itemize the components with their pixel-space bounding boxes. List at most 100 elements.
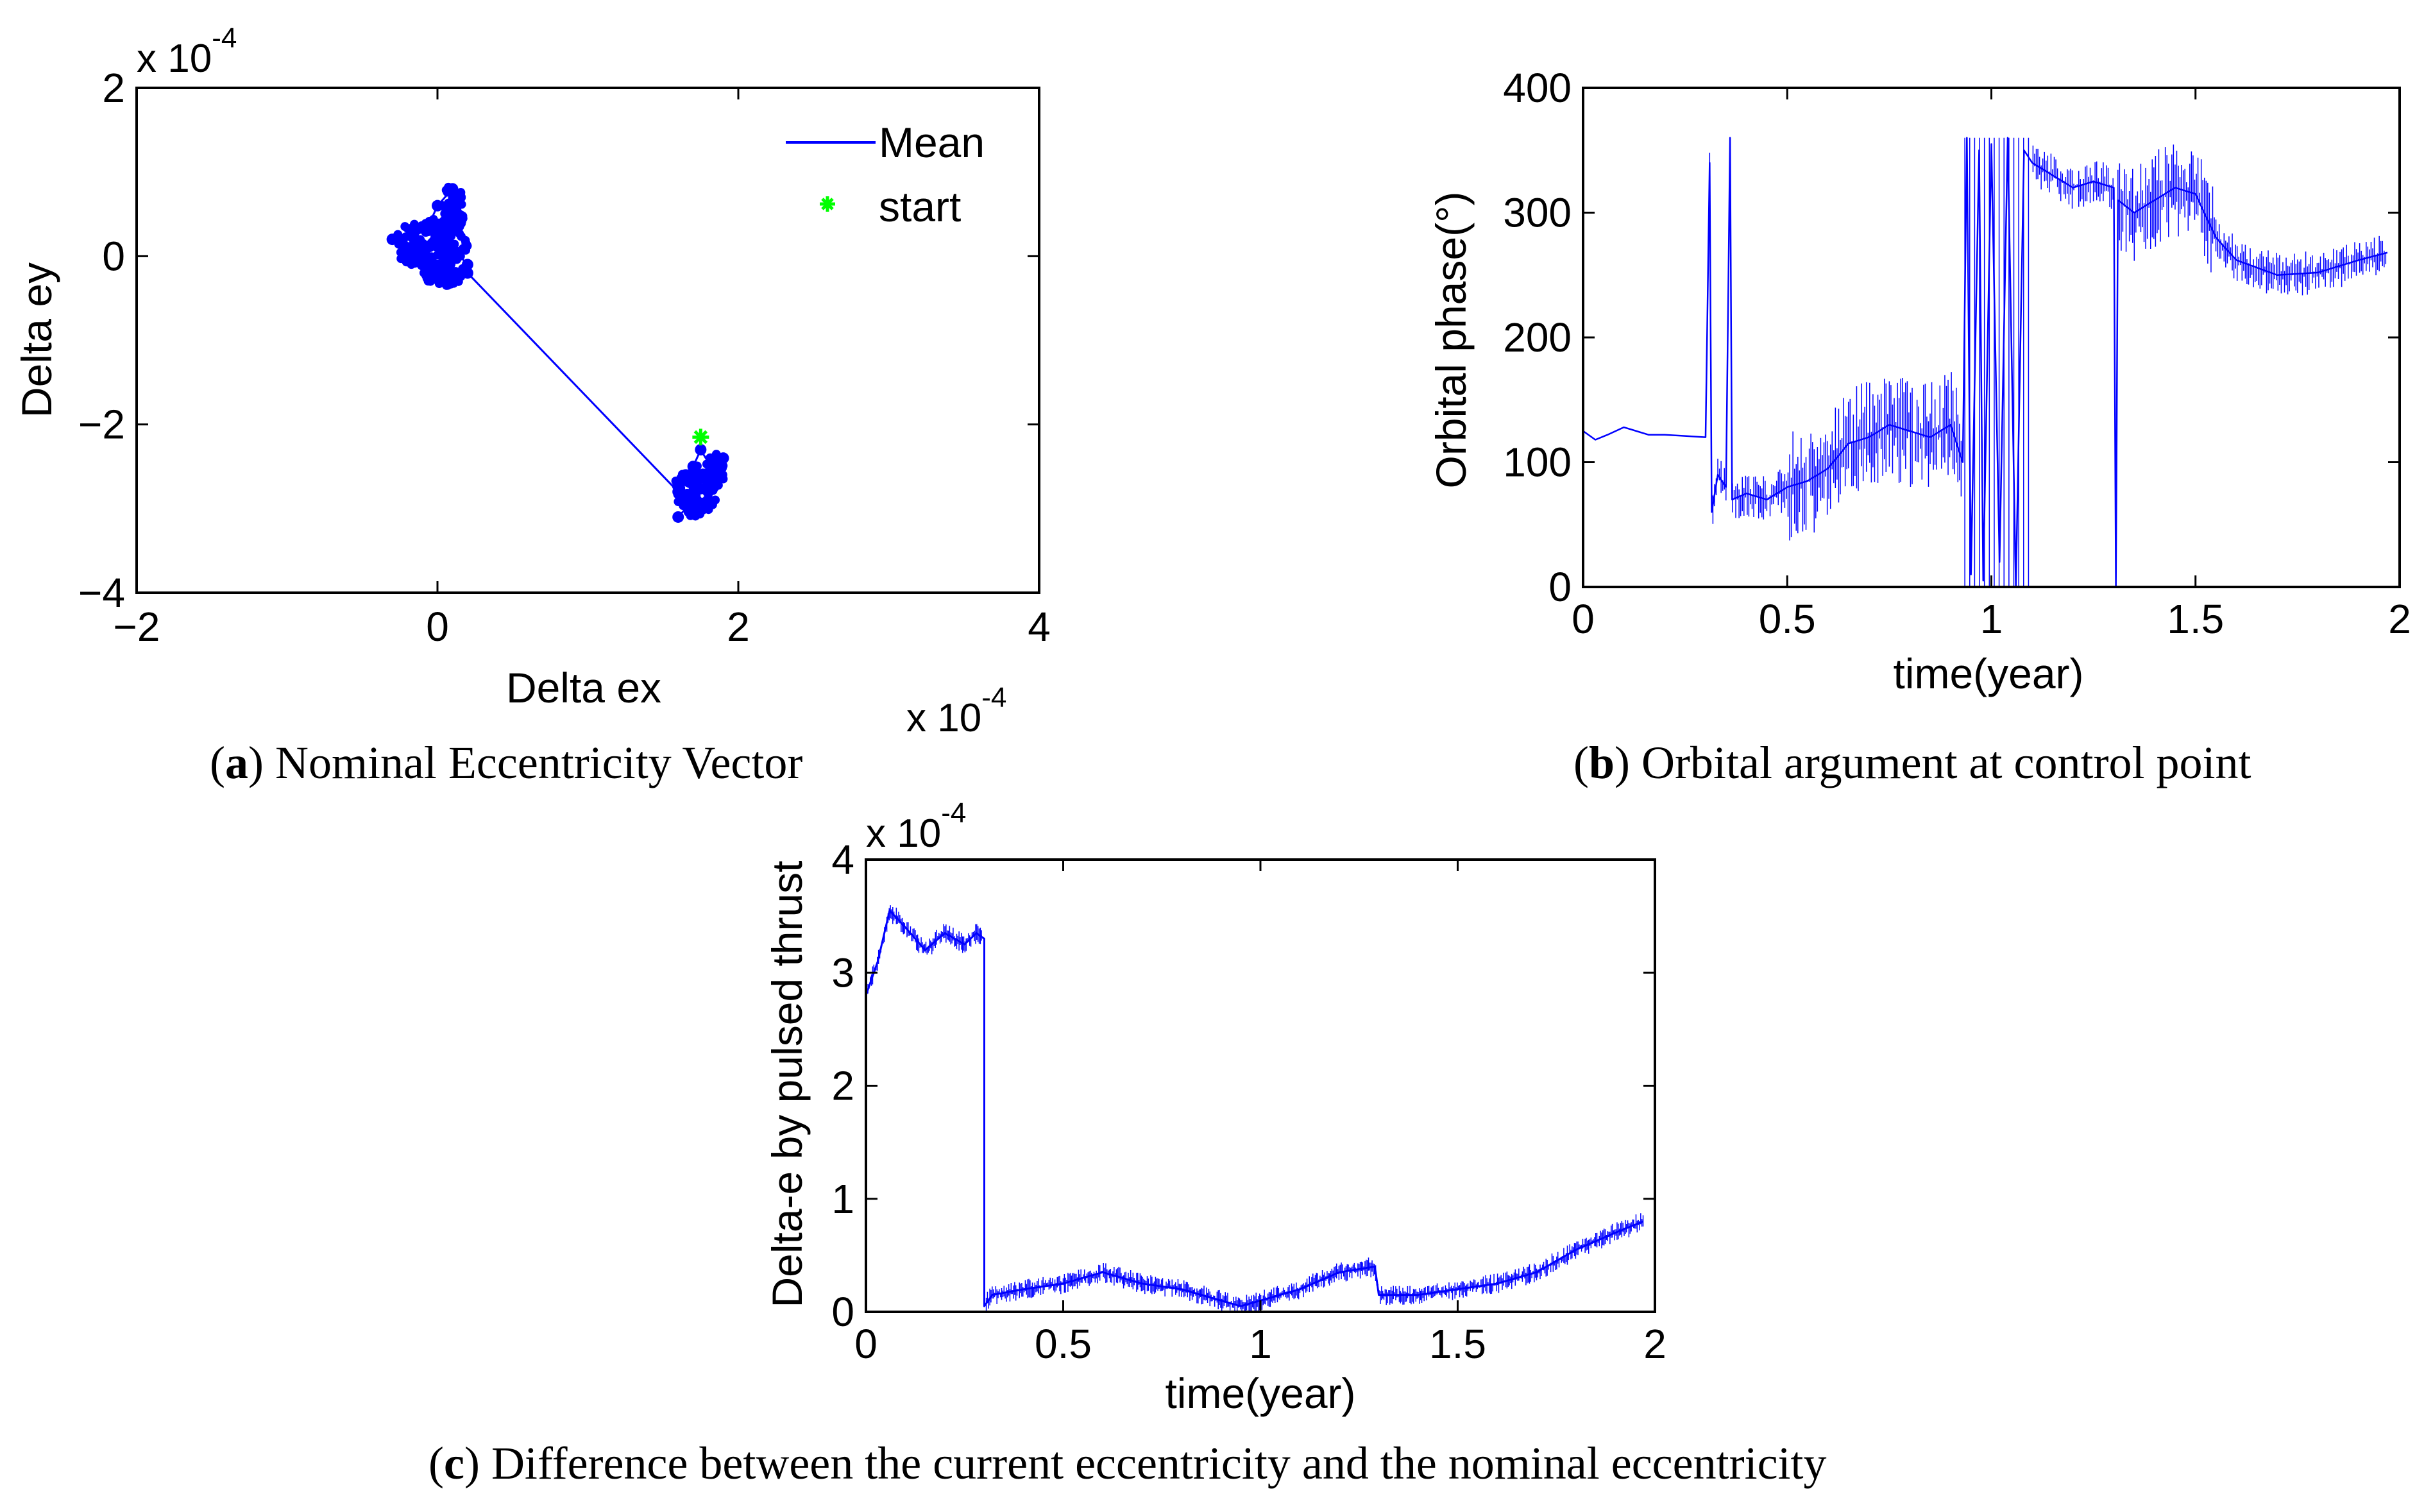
legend-label-mean: Mean — [879, 119, 985, 166]
delta-e-line — [865, 909, 1644, 1307]
y-tick-label: 300 — [1503, 190, 1572, 236]
y-tick-label: 2 — [102, 65, 125, 111]
x-tick-label: 2 — [727, 604, 750, 650]
x-tick-label: 0.5 — [1759, 596, 1816, 642]
start-marker — [692, 429, 709, 446]
caption-c: (c) Difference between the current eccen… — [428, 1438, 1827, 1489]
orbital-phase-noise — [1709, 137, 2387, 587]
mean-cluster-point — [688, 464, 698, 474]
panel-c-marks — [865, 905, 1644, 1312]
y-tick-label: 3 — [831, 949, 854, 996]
mean-cluster-point — [427, 267, 436, 276]
mean-cluster-point — [436, 239, 445, 249]
delta-e-noise — [866, 905, 1644, 1312]
plot-area-c — [865, 858, 1656, 1313]
mean-cluster-point — [434, 266, 443, 275]
y-tick-label: 100 — [1503, 439, 1572, 486]
mean-cluster-point — [461, 245, 471, 255]
mean-cluster-point — [453, 275, 462, 285]
mean-cluster-point — [711, 450, 721, 459]
mean-cluster-point — [421, 227, 430, 237]
mean-cluster-point — [705, 498, 715, 507]
y-axis-label-b: Orbital phase(°) — [1427, 192, 1475, 489]
axes-frame-a — [135, 87, 1040, 594]
mean-cluster-point — [400, 222, 410, 232]
plot-area-a — [135, 87, 1040, 594]
mean-cluster-point — [684, 479, 694, 488]
y-axis-label-c: Delta-e by pulsed thrust — [763, 860, 811, 1307]
mean-cluster-point — [449, 186, 459, 196]
mean-cluster-point — [678, 500, 688, 509]
y-tick-label: 0 — [102, 233, 125, 279]
panel-a-marks — [386, 182, 729, 523]
x-tick-label: 2 — [1643, 1321, 1666, 1367]
panel-a: −2 0 2 4−4−202 x 10-4 x 10-4 Delta ex Delta… — [13, 22, 1051, 788]
mean-cluster-point — [673, 489, 682, 499]
mean-cluster-point — [443, 187, 452, 196]
x-multiplier-a: x 10-4 — [906, 682, 1006, 740]
legend-marker-start — [820, 196, 835, 212]
panel-c: 0 0.5 1 1.5 2 0 1 2 3 4 x 10-4 time(year) Delta-e… — [428, 797, 1827, 1489]
y-tick-label: 400 — [1503, 65, 1572, 111]
mean-cluster-point — [396, 248, 405, 257]
x-axis-label-c: time(year) — [1165, 1370, 1355, 1417]
mean-cluster-point — [693, 507, 703, 516]
mean-cluster-point — [428, 215, 438, 225]
mean-cluster-point — [452, 250, 461, 260]
mean-point — [672, 511, 684, 523]
mean-cluster-point — [718, 474, 728, 484]
mean-cluster-point — [450, 203, 460, 213]
mean-cluster-point — [446, 279, 455, 289]
panel-b: 0 0.5 1 1.5 2 0 100 200 300 400 time(year) Orbita… — [1427, 65, 2411, 788]
mean-cluster-point — [455, 222, 464, 232]
y-multiplier-a: x 10-4 — [137, 22, 237, 81]
legend-label-start: start — [879, 183, 961, 230]
y-tick-label: 4 — [831, 837, 854, 883]
y-tick-label: −4 — [78, 570, 125, 616]
x-tick-label: 0 — [854, 1321, 877, 1367]
x-tick-label: 0.5 — [1035, 1321, 1092, 1367]
x-tick-label: 4 — [1028, 604, 1051, 650]
x-tick-label: 1.5 — [1429, 1321, 1486, 1367]
x-axis-label-b: time(year) — [1893, 650, 2083, 697]
y-multiplier-c: x 10-4 — [866, 797, 966, 856]
caption-a: (a) Nominal Eccentricity Vector — [210, 737, 802, 788]
legend-a: Mean start — [786, 119, 985, 230]
mean-cluster-point — [706, 459, 716, 469]
panel-b-marks — [1582, 137, 2388, 588]
panel-c-ticks: 0 0.5 1 1.5 2 0 1 2 3 4 — [831, 837, 1666, 1367]
mean-cluster-point — [683, 507, 693, 517]
x-tick-label: 0 — [426, 604, 449, 650]
mean-cluster-point — [450, 239, 459, 249]
mean-cluster-point — [434, 279, 444, 289]
mean-cluster-point — [421, 219, 430, 228]
x-tick-label: 1 — [1249, 1321, 1272, 1367]
mean-cluster-point — [443, 266, 453, 275]
mean-point — [695, 444, 707, 456]
mean-cluster-point — [716, 463, 726, 472]
y-tick-label: 200 — [1503, 314, 1572, 361]
mean-cluster-point — [693, 486, 702, 496]
panel-a-ticks: −2 0 2 4−4−202 — [78, 65, 1051, 650]
y-tick-label: 2 — [831, 1063, 854, 1109]
x-tick-label: 1.5 — [2167, 596, 2224, 642]
y-tick-label: 1 — [831, 1176, 854, 1222]
caption-b: (b) Orbital argument at control point — [1573, 737, 2251, 788]
x-axis-label-a: Delta ex — [506, 664, 661, 711]
y-tick-label: 0 — [831, 1289, 854, 1335]
mean-cluster-point — [698, 497, 708, 507]
panel-b-ticks: 0 0.5 1 1.5 2 0 100 200 300 400 — [1503, 65, 2411, 642]
x-tick-label: −2 — [114, 604, 160, 650]
mean-cluster-point — [411, 226, 421, 235]
mean-cluster-point — [428, 239, 437, 248]
x-tick-label: 2 — [2388, 596, 2411, 642]
x-tick-label: 1 — [1980, 596, 2003, 642]
y-tick-label: −2 — [78, 402, 125, 448]
mean-cluster-point — [417, 246, 427, 256]
y-tick-label: 0 — [1548, 564, 1572, 610]
mean-cluster-point — [446, 223, 456, 233]
mean-cluster-point — [447, 215, 457, 225]
mean-cluster-point — [437, 201, 446, 210]
mean-cluster-point — [401, 232, 411, 242]
